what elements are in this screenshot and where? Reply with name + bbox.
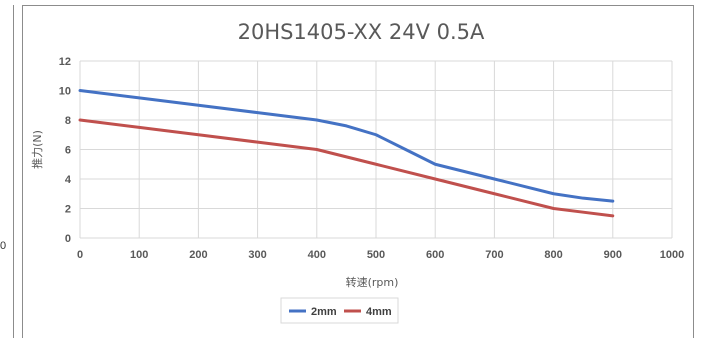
y-tick-label: 4	[65, 174, 72, 186]
y-tick-label: 0	[65, 233, 71, 245]
x-axis-title: 转速(rpm)	[346, 275, 399, 289]
x-axis-ticks: 0 100 200 300 400 500 600 700 800 900 1000	[77, 249, 684, 261]
x-tick-label: 400	[308, 249, 326, 261]
x-tick-label: 200	[189, 249, 207, 261]
y-tick-label: 10	[59, 86, 71, 98]
legend-label: 4mm	[366, 306, 392, 318]
x-tick-label: 300	[248, 249, 266, 261]
adjacent-fragment-label: 0	[0, 240, 7, 252]
x-tick-label: 700	[485, 249, 503, 261]
y-axis-title: 推力(N)	[30, 130, 44, 169]
series-line-4mm	[78, 118, 615, 218]
series-line-2mm	[78, 89, 615, 203]
x-tick-label: 0	[77, 249, 83, 261]
line-chart: 20HS1405-XX 24V 0.5A 0 2 4 6 8 10 12 0 100 200 30…	[30, 20, 684, 324]
adjacent-chart-fragment	[0, 5, 14, 338]
legend: 2mm 4mm	[280, 297, 399, 324]
y-axis-ticks: 0 2 4 6 8 10 12	[59, 56, 72, 245]
grid	[79, 60, 673, 239]
y-tick-label: 12	[59, 56, 71, 68]
y-tick-label: 8	[65, 115, 71, 127]
chart-container: 20HS1405-XX 24V 0.5A 0 2 4 6 8 10 12 0 100 200 30…	[22, 5, 694, 338]
y-tick-label: 2	[65, 204, 71, 216]
series-lines	[78, 89, 615, 218]
y-tick-label: 6	[65, 145, 71, 157]
x-tick-label: 600	[426, 249, 444, 261]
x-tick-label: 500	[367, 249, 385, 261]
x-tick-label: 900	[604, 249, 622, 261]
x-tick-label: 100	[130, 249, 148, 261]
x-tick-label: 800	[544, 249, 562, 261]
chart-title: 20HS1405-XX 24V 0.5A	[238, 20, 485, 44]
legend-box	[280, 297, 399, 324]
x-tick-label: 1000	[660, 249, 684, 261]
legend-label: 2mm	[311, 306, 337, 318]
